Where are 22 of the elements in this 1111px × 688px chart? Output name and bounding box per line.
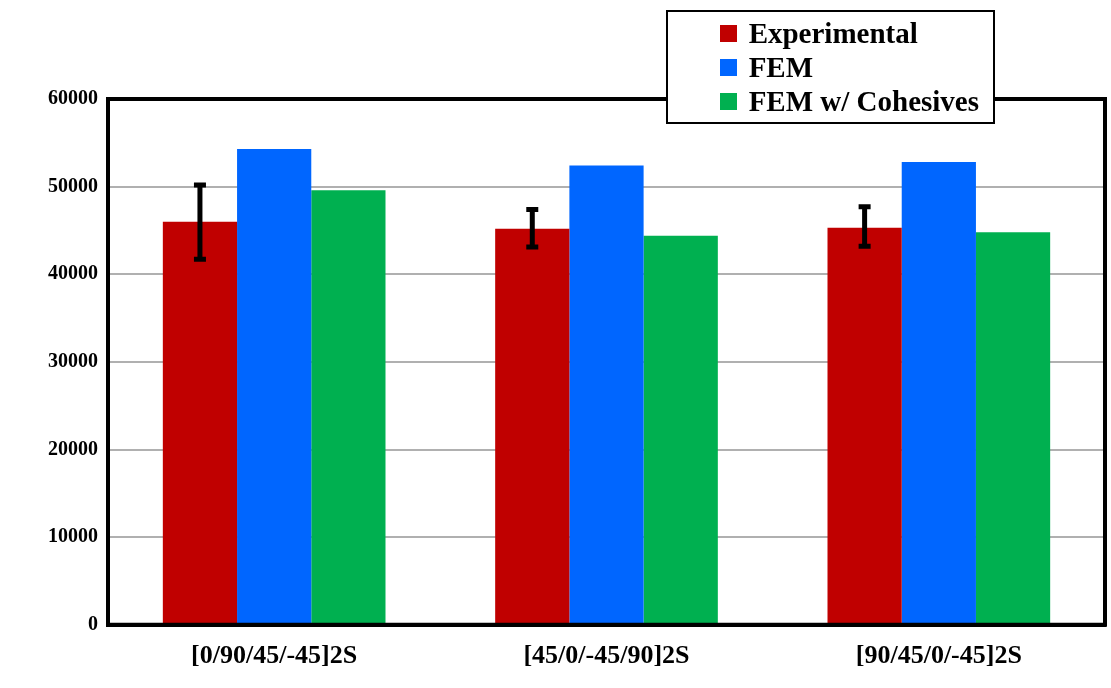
bar [901,162,976,624]
legend-label: Experimental [748,16,918,50]
y-tick-label: 20000 [48,436,98,459]
bar [827,227,902,624]
bar [975,232,1051,624]
bar [311,190,386,624]
y-tick-label: 60000 [48,86,98,109]
bar [162,221,238,624]
x-tick-label: [45/0/-45/90]2S [523,640,690,670]
x-tick-label: [0/90/45/-45]2S [191,640,358,670]
bar [495,228,570,624]
y-tick-label: 30000 [48,349,98,372]
y-tick-label: 0 [88,611,98,634]
x-tick-label: [90/45/0/-45]2S [855,640,1022,670]
y-tick-label: 40000 [48,261,98,284]
bar [643,235,718,624]
y-tick-label: 50000 [48,173,98,196]
bar [237,148,312,624]
legend-label: FEM w/ Cohesives [748,84,979,118]
legend-label: FEM [748,50,814,84]
y-tick-label: 10000 [48,524,98,547]
bar [569,165,644,624]
